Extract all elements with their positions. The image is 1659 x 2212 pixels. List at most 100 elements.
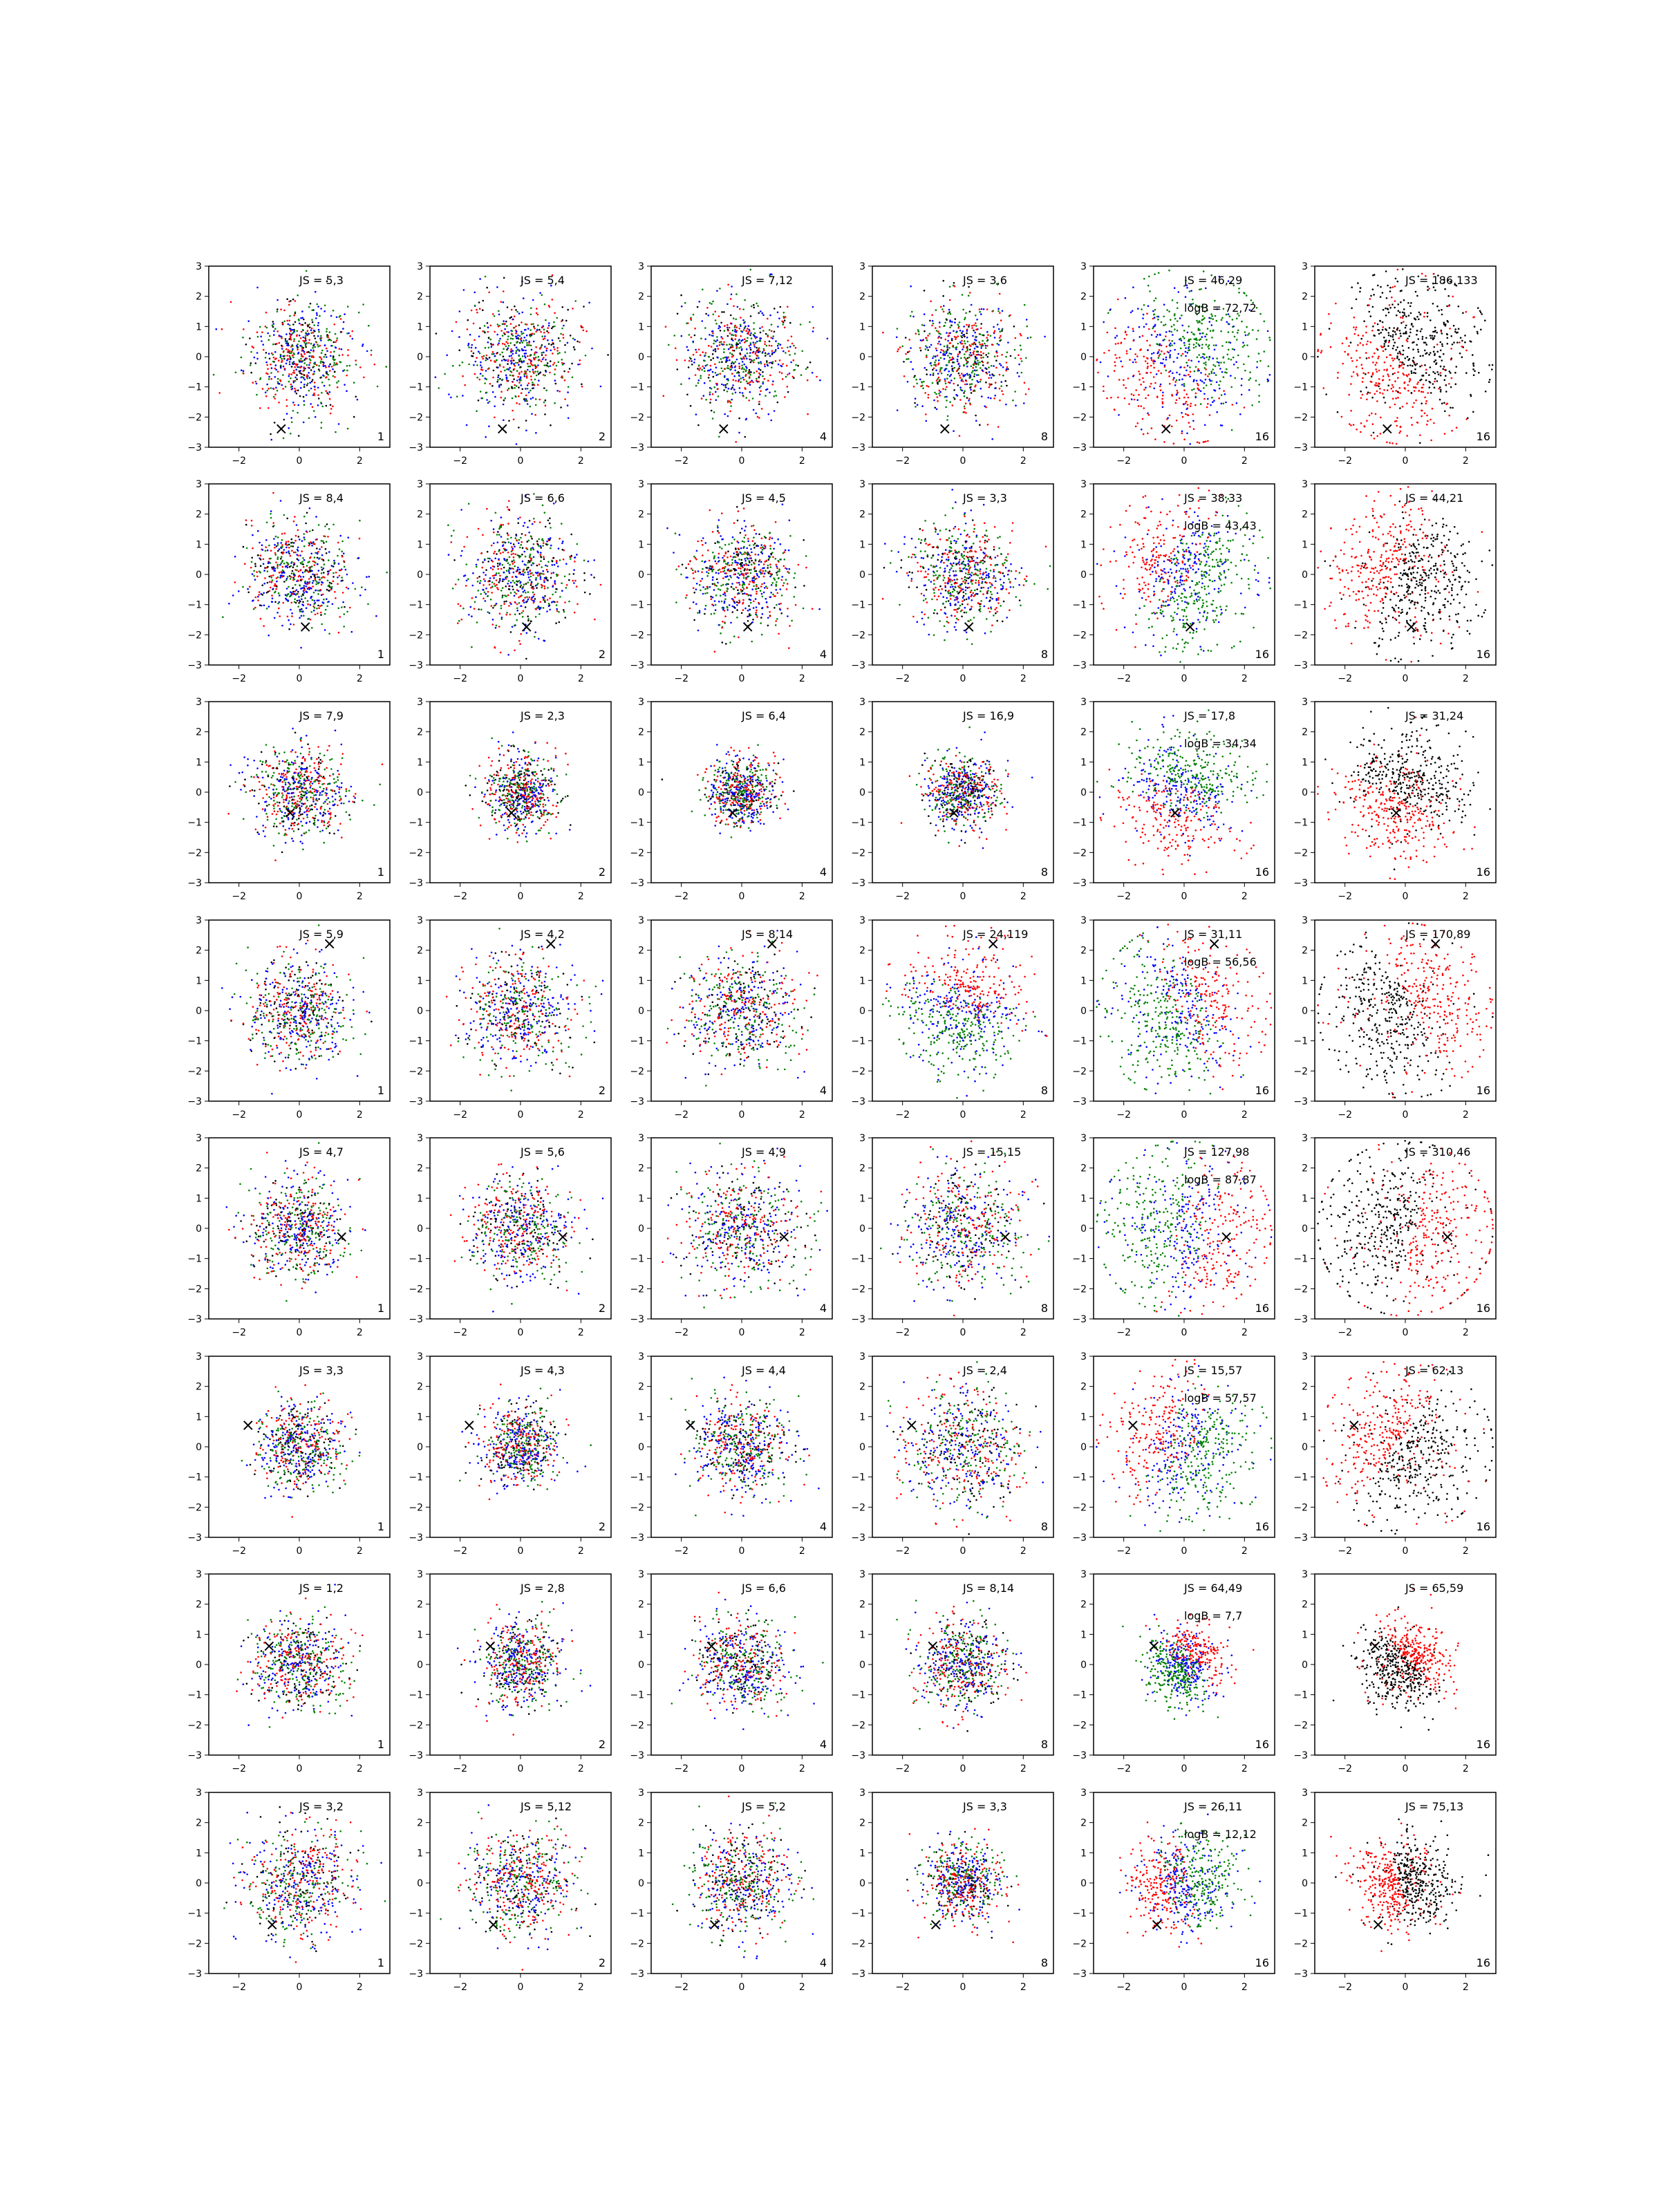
scatter-point	[809, 362, 812, 364]
scatter-point	[952, 362, 954, 364]
scatter-point	[1147, 305, 1150, 307]
scatter-point	[1258, 395, 1260, 397]
scatter-point	[1044, 336, 1046, 338]
scatter-point	[974, 348, 976, 350]
scatter-point	[496, 286, 498, 288]
scatter-point	[1199, 442, 1201, 444]
scatter-point	[953, 346, 955, 348]
scatter-point	[514, 384, 516, 386]
scatter-point	[947, 355, 949, 357]
scatter-point	[588, 302, 590, 304]
scatter-point	[731, 386, 733, 388]
scatter-point	[986, 337, 988, 339]
scatter-point	[955, 332, 957, 334]
scatter-point	[289, 320, 291, 322]
scatter-point	[516, 443, 518, 445]
scatter-point	[1186, 409, 1188, 411]
scatter-point	[511, 357, 513, 359]
scatter-point	[558, 362, 560, 364]
scatter-point	[704, 367, 706, 369]
scatter-point	[344, 313, 346, 315]
scatter-point	[924, 325, 926, 327]
scatter-point	[282, 323, 284, 325]
x-tick-label: 0	[518, 456, 524, 467]
scatter-point	[1002, 328, 1004, 330]
scatter-point	[534, 414, 536, 416]
scatter-point	[700, 355, 702, 357]
scatter-point	[771, 384, 774, 386]
scatter-point	[908, 358, 910, 360]
scatter-point	[290, 359, 292, 361]
scatter-point	[527, 328, 529, 330]
scatter-point	[948, 311, 950, 313]
scatter-point	[723, 351, 725, 353]
scatter-point	[535, 432, 537, 434]
scatter-point	[1188, 339, 1190, 341]
scatter-point	[744, 355, 747, 357]
scatter-point	[269, 358, 271, 360]
scatter-point	[529, 366, 532, 368]
scatter-point	[794, 353, 796, 355]
y-tick-label: −2	[187, 412, 202, 423]
scatter-point	[899, 346, 901, 348]
scatter-point	[939, 369, 941, 371]
scatter-point	[936, 379, 938, 382]
scatter-point	[317, 306, 319, 308]
x-tick-label: −2	[895, 456, 910, 467]
scatter-point	[506, 378, 508, 380]
scatter-point	[1000, 339, 1002, 341]
scatter-point	[991, 377, 993, 379]
scatter-point	[771, 366, 773, 368]
scatter-point	[260, 377, 262, 379]
scatter-point	[713, 376, 715, 378]
scatter-point	[731, 334, 733, 336]
scatter-point	[313, 363, 315, 365]
scatter-point	[923, 381, 925, 383]
scatter-point	[975, 363, 977, 365]
scatter-point	[1232, 357, 1235, 359]
scatter-point	[482, 397, 484, 400]
scatter-point	[490, 339, 492, 341]
scatter-point	[283, 358, 285, 360]
scatter-point	[1125, 297, 1127, 299]
scatter-point	[316, 303, 318, 306]
scatter-point	[734, 329, 736, 331]
scatter-point	[963, 392, 965, 394]
scatter-point	[1246, 326, 1248, 328]
scatter-point	[981, 346, 983, 348]
scatter-point	[778, 317, 780, 319]
scatter-point	[958, 373, 960, 375]
scatter-point	[348, 332, 350, 335]
scatter-point	[946, 364, 948, 366]
scatter-point	[1200, 357, 1202, 359]
scatter-point	[317, 394, 319, 396]
scatter-point	[953, 389, 955, 391]
scatter-point	[729, 344, 731, 346]
scatter-point	[702, 366, 704, 368]
scatter-point	[964, 408, 966, 410]
scatter-point	[769, 315, 771, 317]
scatter-point	[496, 359, 498, 362]
scatter-point	[473, 353, 475, 355]
scatter-point	[330, 339, 332, 341]
scatter-point	[969, 377, 971, 379]
scatter-point	[1229, 315, 1231, 317]
scatter-point	[504, 333, 506, 335]
scatter-point	[1188, 346, 1190, 348]
scatter-point	[322, 364, 324, 366]
scatter-point	[946, 319, 948, 321]
scatter-point	[927, 349, 929, 351]
scatter-point	[567, 342, 569, 344]
scatter-point	[781, 321, 783, 323]
scatter-point	[686, 394, 688, 396]
scatter-point	[1245, 335, 1247, 337]
scatter-point	[1026, 319, 1028, 321]
scatter-point	[564, 398, 566, 400]
y-tick-label: −2	[409, 412, 423, 423]
scatter-point	[705, 352, 707, 354]
scatter-point	[793, 377, 795, 379]
scatter-point	[320, 335, 322, 337]
scatter-point	[1154, 317, 1156, 319]
scatter-point	[697, 424, 700, 427]
scatter-point	[552, 326, 554, 328]
